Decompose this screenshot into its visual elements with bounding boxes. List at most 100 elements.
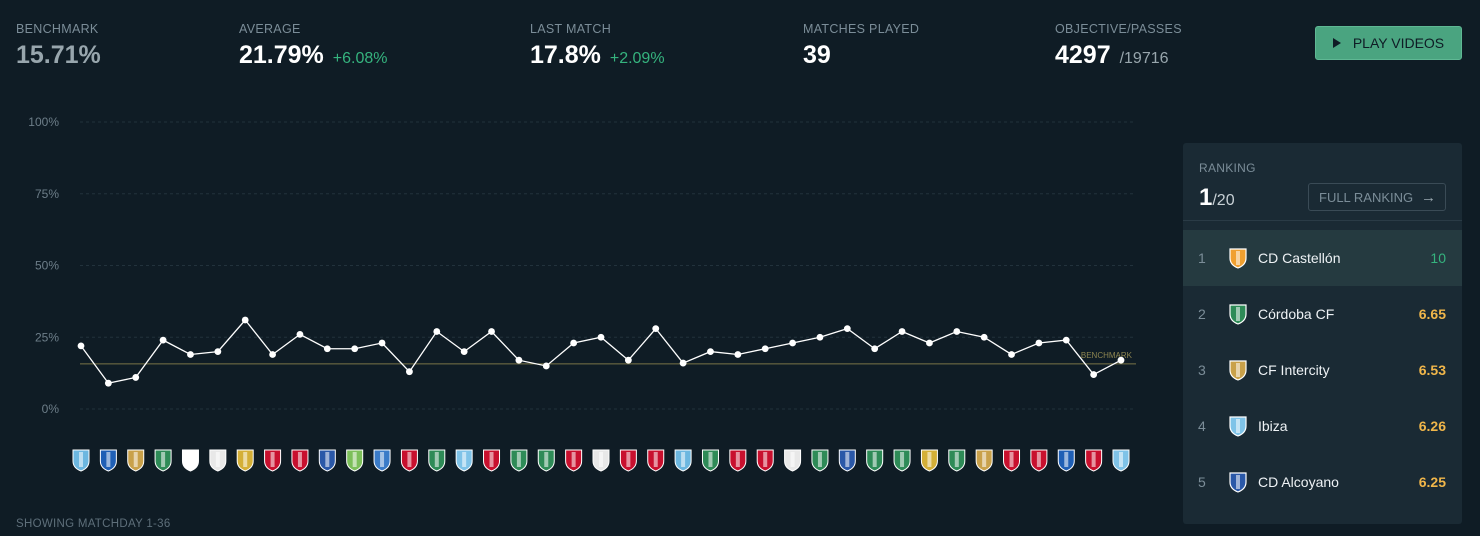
opponent-crest-icon [784, 449, 802, 472]
data-point [406, 368, 413, 376]
stat-last-match: LAST MATCH 17.8% +2.09% [530, 22, 665, 70]
stat-benchmark: BENCHMARK 15.71% [16, 22, 101, 70]
opponent-crest-icon [291, 449, 309, 472]
opponent-crest-icon [1112, 449, 1130, 472]
series-line [80, 319, 1122, 384]
ranking-row-team: CD Alcoyano [1258, 474, 1339, 490]
full-ranking-label: FULL RANKING [1319, 189, 1414, 205]
data-point [843, 325, 851, 333]
data-point [597, 333, 605, 341]
play-videos-button[interactable]: PLAY VIDEOS [1315, 26, 1462, 60]
stat-sub: /19716 [1119, 50, 1169, 67]
opponent-crest-icon [838, 449, 856, 472]
ranking-row-team: CD Castellón [1258, 250, 1341, 266]
opponent-crest-icon [483, 449, 501, 472]
ranking-row[interactable]: 3 CF Intercity 6.53 [1183, 342, 1462, 398]
data-point [296, 330, 304, 338]
stat-value: 39 [803, 41, 831, 69]
opponent-crest-icon [619, 449, 637, 472]
opponent-crest-icon [181, 449, 199, 472]
data-point [1035, 339, 1043, 347]
stat-label: OBJECTIVE/PASSES [1055, 22, 1182, 36]
y-tick-label: 100% [28, 115, 59, 129]
stat-value-wrap: 17.8% +2.09% [530, 41, 665, 70]
ranking-header: RANKING 1/20 FULL RANKING → [1183, 143, 1462, 221]
data-point [734, 351, 742, 358]
ranking-position-value: 1 [1199, 184, 1213, 211]
data-point [789, 339, 796, 347]
stat-value: 4297 [1055, 41, 1111, 69]
ranking-row-score: 6.53 [1418, 362, 1446, 378]
data-point [679, 359, 687, 367]
full-ranking-button[interactable]: FULL RANKING → [1308, 183, 1446, 211]
stat-average: AVERAGE 21.79% +6.08% [239, 22, 387, 70]
data-point [652, 325, 660, 333]
stat-value-wrap: 4297 /19716 [1055, 41, 1182, 70]
ranking-row-team: CF Intercity [1258, 362, 1330, 378]
opponent-crest-icon [948, 449, 966, 472]
ranking-row[interactable]: 4 Ibiza 6.26 [1183, 398, 1462, 454]
team-crest-icon [1226, 358, 1250, 382]
opponent-crest-icon [565, 449, 583, 472]
play-icon [1332, 38, 1341, 48]
stat-value: 21.79% [239, 41, 324, 69]
data-point [542, 362, 550, 370]
data-point [460, 348, 468, 355]
ranking-title: RANKING [1199, 161, 1256, 175]
opponent-crest-icon [701, 449, 719, 472]
data-point [104, 379, 112, 387]
opponent-crest-icon [209, 449, 227, 472]
data-point [132, 374, 140, 381]
stat-value-wrap: 21.79% +6.08% [239, 41, 387, 70]
opponent-crest-icon [920, 449, 938, 472]
opponent-crest-icon [318, 449, 336, 472]
data-point [159, 336, 167, 344]
stat-label: BENCHMARK [16, 22, 99, 36]
opponent-crest-icon [455, 449, 473, 472]
stat-label: MATCHES PLAYED [803, 22, 920, 36]
ranking-row-score: 6.26 [1418, 418, 1446, 434]
team-crest-icon [1226, 246, 1250, 270]
opponent-crest-icon [893, 449, 911, 472]
y-tick-label: 50% [35, 259, 59, 273]
opponent-crest-icon [236, 449, 254, 472]
data-point [953, 328, 961, 335]
y-tick-label: 0% [42, 402, 60, 416]
data-point [378, 339, 386, 347]
stat-label: LAST MATCH [530, 22, 612, 36]
opponent-crest-icon [1085, 449, 1103, 472]
data-point [241, 316, 249, 324]
data-point [1008, 351, 1015, 358]
data-point [515, 356, 523, 364]
opponent-crest-icon [99, 449, 117, 472]
ranking-row[interactable]: 2 Córdoba CF 6.65 [1183, 286, 1462, 342]
stat-value: 15.71% [16, 41, 101, 69]
opponent-crest-icon [811, 449, 829, 472]
data-point [816, 333, 824, 341]
team-crest-icon [1226, 414, 1250, 438]
data-point [761, 345, 769, 353]
opponent-crest-icon [127, 449, 145, 472]
ranking-row-team: Ibiza [1258, 418, 1288, 434]
data-point [1117, 356, 1125, 364]
opponent-crest-icon [400, 449, 418, 472]
opponent-crest-icon [537, 449, 555, 472]
opponent-crest-icon [756, 449, 774, 472]
data-point [898, 328, 906, 335]
opponent-crest-icon [975, 449, 993, 472]
ranking-row[interactable]: 1 CD Castellón 10 [1183, 230, 1462, 286]
data-point [570, 339, 578, 347]
ranking-row-rank: 4 [1198, 418, 1206, 434]
y-tick-label: 25% [35, 330, 59, 344]
opponent-crest-icon [1003, 449, 1021, 472]
y-tick-label: 75% [35, 187, 59, 201]
ranking-row[interactable]: 5 CD Alcoyano 6.25 [1183, 454, 1462, 510]
data-point [187, 351, 194, 358]
line-chart: 100% 75% 50% 25% 0% BENCHMARK [28, 115, 1136, 472]
ranking-panel: RANKING 1/20 FULL RANKING → 1 CD Castelló… [1183, 143, 1462, 524]
ranking-row-rank: 3 [1198, 362, 1206, 378]
data-point [1090, 371, 1098, 378]
opponent-crest-icon [373, 449, 391, 472]
opponent-crest-icon [1057, 449, 1075, 472]
play-videos-label: PLAY VIDEOS [1352, 35, 1445, 51]
